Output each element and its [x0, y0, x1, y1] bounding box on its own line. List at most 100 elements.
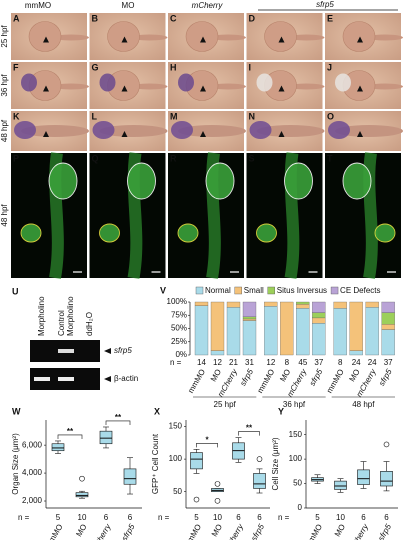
panel-letter: S [249, 153, 255, 163]
panel-letter: H [170, 62, 177, 72]
bar-segment [381, 312, 395, 325]
n-value: 10 [78, 513, 87, 522]
band-arrow [104, 348, 111, 354]
outlier [383, 441, 390, 448]
embryo-body [99, 125, 168, 137]
row-label: 48 hpf [0, 204, 9, 227]
arrowhead [357, 36, 363, 43]
embryo-head [21, 73, 37, 92]
n-value: 14 [197, 358, 206, 367]
bar-segment [242, 318, 257, 321]
significance: * [205, 435, 209, 444]
panel-letter: U [12, 286, 19, 296]
column-header: MO [122, 1, 135, 10]
organ-small [256, 223, 277, 243]
group-label: 36 hpf [283, 400, 306, 409]
n-value: 10 [336, 513, 345, 522]
legend-label: CE Defects [340, 286, 380, 295]
y-tick-label: 50% [171, 324, 187, 333]
bar-segment [333, 308, 347, 356]
embryo-body [256, 125, 325, 137]
n-label: n = [158, 513, 170, 522]
arrowhead [121, 85, 128, 92]
outlier [214, 498, 221, 504]
bar-segment [280, 301, 294, 356]
panel-letter: K [13, 111, 20, 121]
y-tick-label: 0 [298, 503, 303, 512]
embryo-tail [367, 34, 403, 41]
bar-segment [226, 301, 241, 308]
n-value: 37 [384, 358, 393, 367]
arrowhead [278, 36, 285, 43]
bar-segment [312, 317, 326, 324]
y-tick-label: 100 [169, 454, 183, 463]
y-tick-label: 25% [171, 337, 187, 346]
arrowhead [357, 85, 363, 92]
legend-label: Situs Inversus [277, 286, 327, 295]
n-value: 5 [194, 513, 199, 522]
n-value: 10 [213, 513, 222, 522]
panel-letter: W [12, 406, 21, 416]
organ [48, 162, 78, 200]
panel-letter: M [170, 111, 178, 121]
bar-segment [381, 329, 395, 356]
fluorescence-photo [246, 153, 323, 278]
panel-letter: P [13, 153, 19, 163]
group-label: 48 hpf [352, 400, 375, 409]
y-tick-label: 75% [171, 310, 187, 319]
bar-segment [312, 312, 326, 319]
n-value: 21 [229, 358, 238, 367]
embryo-head [256, 73, 273, 92]
y-tick-label: 150 [289, 430, 303, 439]
embryo-body [335, 125, 403, 137]
y-tick-label: 100% [167, 297, 187, 306]
embryo-yolk [107, 21, 140, 52]
y-tick-label: 6,000 [22, 440, 43, 449]
organ-small [20, 223, 42, 243]
group-label: 25 hpf [214, 400, 237, 409]
bar-segment [312, 301, 326, 313]
fluorescence-photo [168, 153, 244, 278]
n-label: n = [278, 513, 290, 522]
n-value: 6 [104, 513, 109, 522]
box [334, 480, 347, 490]
y-tick-label: 4,000 [22, 468, 43, 477]
panel-letter: A [13, 13, 20, 23]
embryo-head [14, 121, 36, 139]
embryo-head [99, 73, 116, 92]
bar-segment [349, 350, 363, 356]
arrowhead [278, 85, 285, 92]
significance-bracket [196, 443, 218, 448]
y-tick-label: 50 [173, 487, 182, 496]
embryo-tail [53, 34, 89, 41]
embryo-yolk [185, 21, 219, 52]
lane-label: ddH₂O [85, 312, 94, 336]
arrowhead [121, 131, 128, 137]
bar-segment [296, 308, 310, 356]
n-label: n = [170, 358, 182, 367]
n-value: 31 [245, 358, 254, 367]
embryo-head [171, 121, 193, 139]
bar-segment [296, 301, 310, 305]
panel-letter: I [249, 62, 252, 72]
panel-letter: C [170, 13, 177, 23]
bar-segment [264, 301, 278, 307]
n-value: 8 [285, 358, 290, 367]
y-tick-label: 150 [169, 422, 183, 431]
panel-letter: B [92, 13, 99, 23]
y-tick-label: 0% [175, 350, 187, 359]
panel-letter: Y [278, 406, 284, 416]
bar-segment [296, 303, 310, 309]
legend-label: Small [244, 286, 264, 295]
row-label: 36 hpf [0, 74, 9, 97]
organ [284, 162, 313, 200]
outlier [193, 496, 200, 503]
embryo-tail [210, 83, 246, 90]
outlier [79, 475, 85, 482]
legend-swatch [330, 286, 339, 295]
significance-bracket [57, 434, 83, 439]
outlier [214, 481, 221, 487]
y-tick-label: 2,000 [22, 496, 43, 505]
n-value: 12 [213, 358, 222, 367]
